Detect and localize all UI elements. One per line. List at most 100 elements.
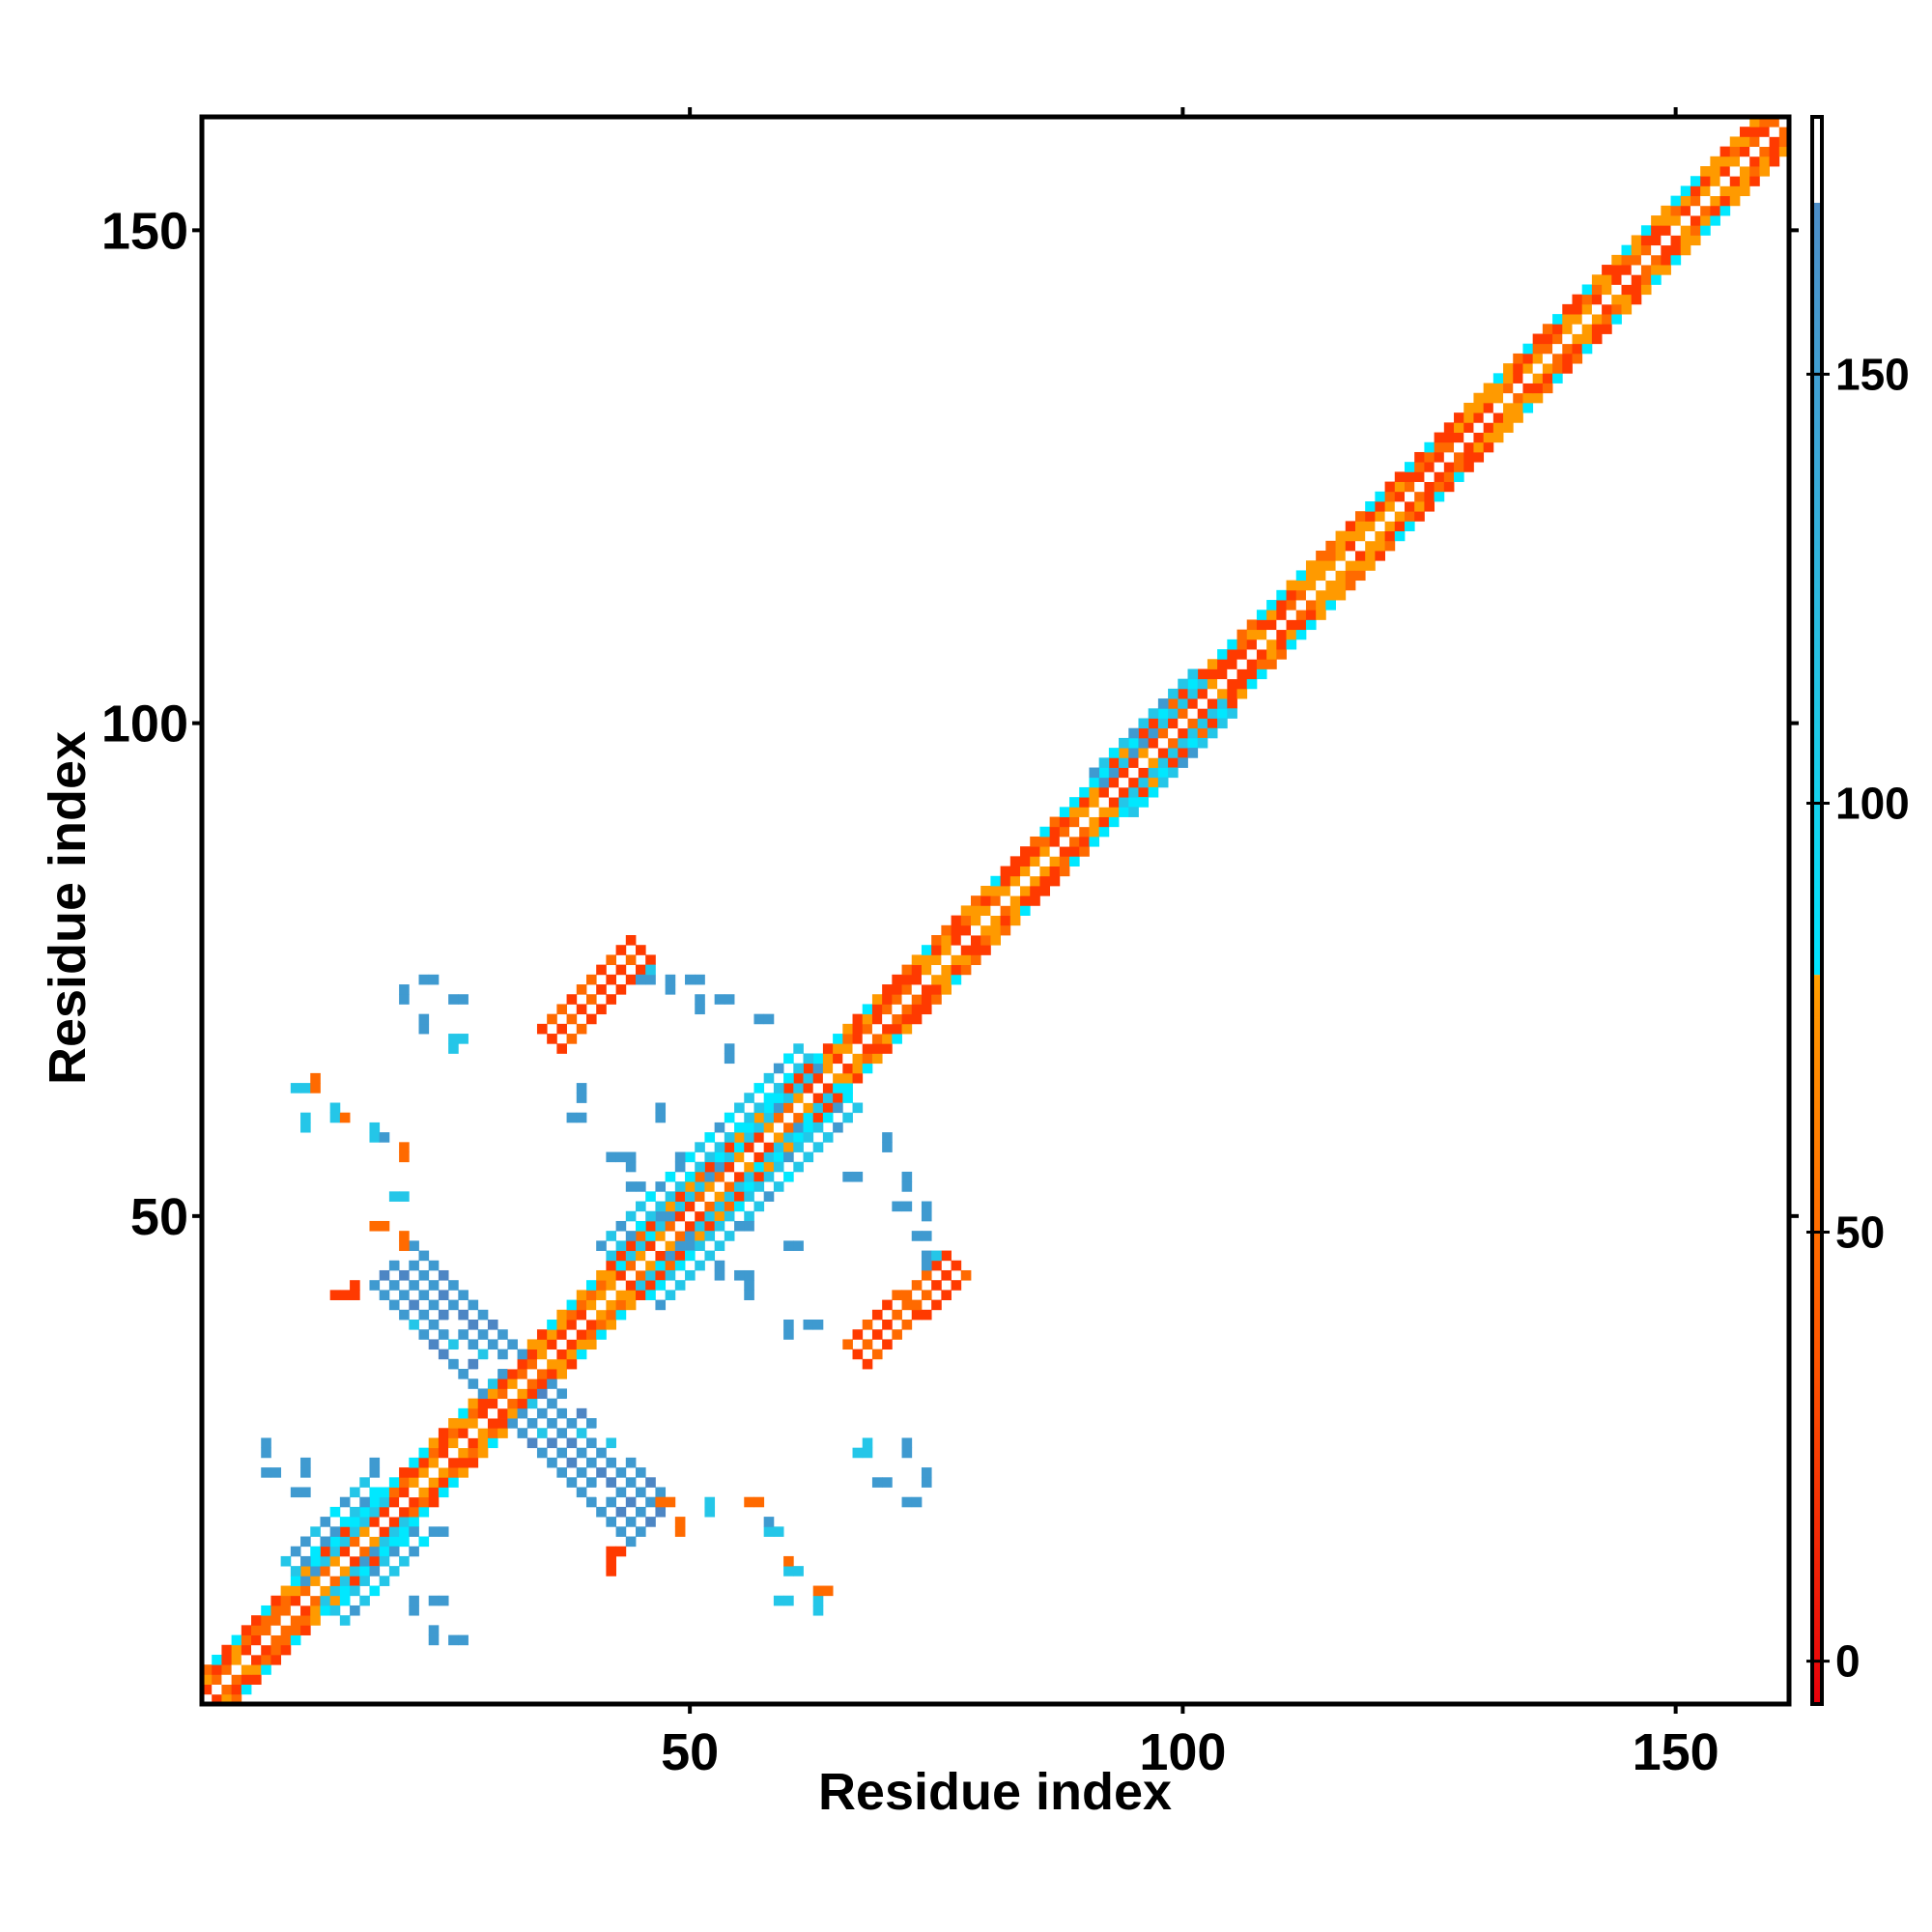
heatmap-cell — [1256, 668, 1267, 680]
heatmap-cell — [655, 1210, 667, 1222]
heatmap-cell — [1266, 639, 1277, 650]
heatmap-cell — [438, 1437, 449, 1449]
heatmap-cell — [1513, 392, 1523, 404]
heatmap-cell — [734, 1102, 745, 1114]
heatmap-cell — [1375, 491, 1385, 502]
heatmap-cell — [1168, 727, 1179, 739]
heatmap-cell — [448, 1034, 459, 1044]
heatmap-cell — [1651, 215, 1662, 226]
heatmap-cell — [665, 1496, 676, 1508]
heatmap-cell — [339, 1546, 351, 1557]
heatmap-cell — [763, 1102, 775, 1114]
heatmap-cell — [339, 1496, 351, 1508]
heatmap-cell — [1295, 580, 1307, 591]
heatmap-cell — [744, 1181, 754, 1192]
heatmap-cell — [438, 1309, 449, 1321]
heatmap-cell — [990, 935, 1001, 946]
heatmap-cell — [753, 1083, 765, 1094]
heatmap-cell — [753, 1142, 765, 1152]
heatmap-cell — [458, 1407, 469, 1419]
heatmap-cell — [576, 1329, 587, 1340]
heatmap-cell — [606, 1231, 616, 1241]
heatmap-cell — [1522, 402, 1534, 413]
heatmap-cell — [1670, 195, 1682, 207]
x-axis: 50 100 150 — [661, 107, 1719, 1781]
heatmap-cell — [1454, 451, 1464, 463]
heatmap-cell — [1365, 560, 1376, 571]
heatmap-cell — [1316, 589, 1326, 601]
heatmap-cell — [645, 1517, 656, 1527]
heatmap-cell — [960, 945, 972, 955]
heatmap-cell — [1572, 303, 1583, 315]
heatmap-cell — [921, 1269, 932, 1281]
heatmap-cell — [477, 1418, 489, 1429]
heatmap-cell — [1325, 570, 1336, 582]
heatmap-cell — [468, 1299, 479, 1311]
heatmap-cell — [468, 1339, 479, 1350]
heatmap-cell — [833, 1102, 843, 1114]
heatmap-cell — [468, 1378, 479, 1389]
heatmap-cell — [359, 1595, 370, 1606]
heatmap-cell — [566, 1339, 578, 1350]
heatmap-cell — [980, 915, 991, 926]
heatmap-cell — [1168, 767, 1179, 779]
heatmap-cell — [1108, 816, 1120, 828]
heatmap-cell — [1463, 412, 1474, 423]
heatmap-cell — [290, 1487, 301, 1498]
heatmap-cell — [547, 1320, 557, 1330]
heatmap-cell — [1178, 737, 1188, 749]
heatmap-cell — [418, 1477, 430, 1488]
heatmap-cell — [556, 1329, 567, 1340]
heatmap-cell — [1325, 551, 1336, 561]
heatmap-cell — [1020, 895, 1031, 906]
heatmap-cell — [892, 1004, 902, 1015]
heatmap-cell — [359, 1477, 370, 1488]
heatmap-cell — [290, 1566, 301, 1577]
heatmap-cell — [477, 1407, 489, 1419]
heatmap-cell — [783, 1102, 794, 1114]
heatmap-cell — [320, 1585, 331, 1597]
heatmap-cell — [576, 984, 587, 995]
heatmap-cell — [803, 1053, 814, 1065]
heatmap-cell — [1631, 294, 1642, 305]
heatmap-cell — [350, 1536, 360, 1548]
heatmap-cell — [842, 1083, 853, 1094]
heatmap-cell — [1236, 659, 1248, 669]
heatmap-cell — [388, 1517, 400, 1527]
heatmap-cell — [1325, 560, 1336, 571]
heatmap-cell — [951, 1260, 962, 1271]
heatmap-cell — [615, 1260, 627, 1271]
heatmap-cell — [990, 924, 1001, 936]
heatmap-cell — [1602, 294, 1612, 305]
heatmap-cell — [695, 1210, 705, 1222]
heatmap-cell — [1119, 767, 1129, 779]
heatmap-cell — [1256, 649, 1267, 660]
heatmap-cell — [536, 1378, 548, 1389]
heatmap-cell — [300, 1122, 311, 1133]
heatmap-cell — [852, 1023, 864, 1035]
heatmap-cell — [547, 1369, 557, 1379]
heatmap-cell — [842, 1171, 853, 1182]
heatmap-cell — [428, 1447, 440, 1459]
heatmap-cell — [645, 1477, 656, 1488]
heatmap-cell — [1305, 600, 1317, 611]
heatmap-cell — [1039, 875, 1051, 887]
heatmap-cell — [822, 1072, 834, 1084]
heatmap-cell — [1227, 678, 1237, 690]
heatmap-cell — [812, 1320, 824, 1330]
heatmap-cell — [399, 1517, 410, 1527]
heatmap-cell — [1710, 185, 1720, 197]
heatmap-cell — [645, 1220, 656, 1232]
heatmap-cell — [1069, 797, 1080, 808]
heatmap-cell — [438, 1349, 449, 1360]
heatmap-cell — [1375, 551, 1385, 561]
heatmap-cell — [812, 1595, 824, 1606]
heatmap-cell — [1513, 402, 1523, 413]
heatmap-cell — [300, 1615, 311, 1626]
heatmap-cell — [1256, 639, 1267, 650]
heatmap-cell — [350, 1526, 360, 1537]
heatmap-cell — [882, 994, 893, 1005]
heatmap-cell — [1522, 363, 1534, 374]
heatmap-cell — [763, 1122, 775, 1133]
heatmap-cell — [941, 945, 952, 955]
